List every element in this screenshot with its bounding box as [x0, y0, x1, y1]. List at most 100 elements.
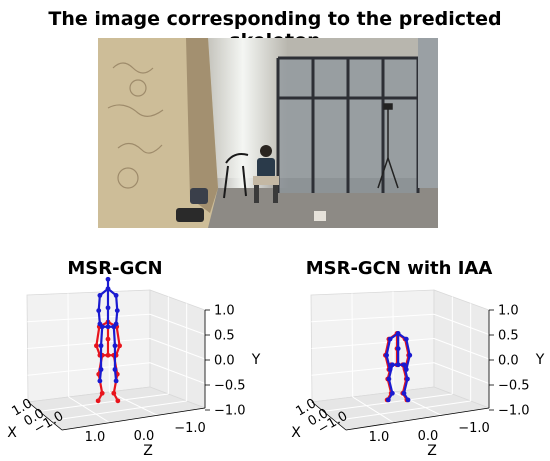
skeleton-joint — [389, 362, 395, 368]
y-tick-label: −1.0 — [214, 404, 246, 419]
skeleton-bone — [404, 337, 410, 357]
skeleton-joint — [111, 390, 117, 396]
scene-photo — [98, 38, 438, 228]
skeleton-bone — [386, 377, 393, 395]
skeleton-joint — [114, 308, 120, 313]
skeleton-series — [96, 276, 120, 384]
y-tick-label: −0.5 — [498, 379, 530, 394]
plot-msr-gcn: MSR-GCN 1.0 0.5 0.0 −0.5 −1.0 Y 1.0 0.0 −1.0 Z 1.0… — [0, 250, 270, 461]
grid-line — [27, 338, 151, 349]
skeleton-joint — [395, 331, 401, 336]
skeleton-joint — [112, 343, 118, 349]
skeleton-joint — [384, 352, 389, 358]
skeleton-joint — [105, 286, 111, 292]
grid-line — [67, 293, 70, 398]
skeleton-bone — [112, 325, 117, 347]
grid-line — [27, 362, 151, 376]
skeleton-bone — [385, 354, 392, 371]
grid-line — [393, 391, 442, 416]
y-tick-label: 0.0 — [214, 354, 235, 369]
y-axis-label: Y — [535, 352, 545, 368]
plot-msr-gcn-iaa: MSR-GCN with IAA 1.0 0.5 0.0 −0.5 −1.0 Y 1.0 0.… — [284, 250, 550, 461]
photo-glass-enclosure — [276, 56, 420, 193]
skeleton-bone — [384, 354, 390, 371]
grid-line — [68, 396, 110, 424]
skeleton-bone — [402, 363, 409, 381]
photo-wall-carvings — [107, 62, 164, 189]
y-tick-label: 0.0 — [498, 354, 519, 369]
plot-3d-axes: 1.00.50.0−0.5−1.0Y1.0 0.0−1.0Z1.00.0−1.0X — [7, 276, 261, 459]
grid-line — [351, 293, 354, 398]
grid-line — [433, 338, 490, 360]
grid-line — [311, 362, 435, 376]
skeleton-bone — [404, 354, 410, 371]
y-tick-label: 1.0 — [498, 304, 519, 319]
skeleton-joint — [97, 293, 103, 298]
skeleton-joint — [401, 390, 407, 396]
grid-line — [149, 313, 206, 335]
skeleton-joint — [105, 336, 111, 342]
back-pane — [26, 289, 151, 403]
z-tick-label: 0.0 — [418, 429, 439, 444]
z-axis-label: Z — [427, 443, 437, 459]
y-tick-label: 0.5 — [214, 329, 235, 344]
photo-tripod — [377, 103, 399, 189]
skeleton-joint — [96, 308, 102, 313]
grid-line — [27, 313, 151, 323]
skeleton-joint — [405, 376, 410, 382]
skeleton-bone — [115, 325, 121, 347]
y-axis-label: Y — [251, 352, 261, 368]
photo-right-wall — [418, 38, 438, 188]
skeleton-joint — [105, 352, 111, 358]
skeleton-bone — [95, 325, 101, 347]
photo-bags — [176, 188, 208, 222]
z-axis-label: Z — [143, 443, 153, 459]
skeleton-joint — [97, 321, 103, 327]
skeleton-joint — [395, 362, 401, 368]
skeleton-bone — [405, 337, 411, 357]
skeleton-joint — [403, 367, 409, 372]
z-axis-line — [61, 407, 206, 431]
grid-line — [433, 362, 490, 384]
skeleton-joint — [105, 305, 111, 311]
skeleton-joint — [401, 362, 407, 368]
z-tick-label: 1.0 — [369, 430, 390, 445]
skeleton-bone — [387, 377, 394, 395]
skeleton-joint — [117, 343, 122, 349]
grid-line — [334, 400, 471, 422]
grid-line — [39, 393, 169, 412]
grid-line — [149, 362, 206, 384]
grid-line — [109, 391, 158, 416]
skeleton-bone — [115, 294, 119, 312]
skeleton-joint — [98, 343, 104, 349]
x-axis-line — [27, 401, 63, 431]
y-tick-label: −1.0 — [498, 404, 530, 419]
photo-box — [314, 211, 326, 221]
y-tick-label: 1.0 — [214, 304, 235, 319]
x-axis-label: X — [7, 425, 17, 441]
skeleton-bone — [405, 354, 411, 371]
skeleton-bone — [387, 363, 394, 381]
x-axis-label: X — [291, 425, 301, 441]
x-axis-line — [311, 401, 347, 431]
skeleton-joint — [387, 367, 393, 372]
photo-chair — [223, 153, 249, 199]
back-pane — [310, 289, 435, 403]
skeleton-series — [384, 331, 413, 403]
skeleton-bone — [401, 363, 408, 381]
grid-line — [149, 338, 206, 360]
skeleton-joint — [113, 378, 119, 384]
plot-3d-axes: 1.00.50.0−0.5−1.0Y1.0 0.0−1.0Z1.00.0−1.0X — [291, 289, 545, 459]
skeleton-joint — [389, 390, 395, 396]
skeleton-joint — [112, 367, 118, 372]
grid-line — [352, 396, 394, 424]
grid-line — [433, 313, 490, 335]
plot-title: MSR-GCN — [67, 258, 163, 279]
skeleton-joint — [105, 324, 111, 330]
grid-line — [311, 313, 435, 323]
skeleton-joint — [105, 276, 111, 282]
skeleton-bone — [97, 294, 101, 312]
skeleton-bone — [402, 377, 409, 395]
skeleton-joint — [113, 293, 119, 298]
grid-line — [311, 338, 435, 349]
